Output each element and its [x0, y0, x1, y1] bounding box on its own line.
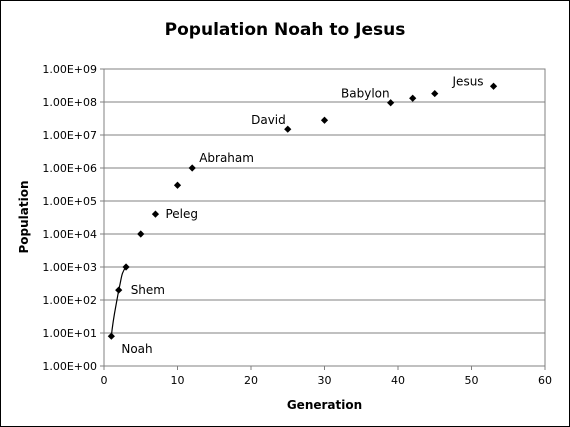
data-point-marker	[387, 99, 395, 107]
x-axis-title: Generation	[287, 398, 362, 412]
x-tick-label: 40	[391, 374, 405, 387]
point-label: Shem	[131, 283, 165, 297]
data-points	[107, 82, 498, 340]
y-tick-label: 1.00E+09	[42, 63, 97, 76]
data-point-marker	[115, 286, 123, 294]
gridlines	[104, 101, 545, 334]
chart-title: Population Noah to Jesus	[165, 20, 406, 40]
y-axis-title: Population	[17, 180, 31, 253]
point-label: Noah	[121, 342, 152, 356]
x-axis-ticks: 0 10 20 30 40 50 60	[101, 366, 552, 387]
data-point-marker	[431, 89, 439, 98]
x-tick-label: 20	[244, 374, 258, 387]
x-tick-label: 60	[538, 374, 552, 387]
y-tick-label: 1.00E+05	[42, 195, 97, 208]
data-point-marker	[489, 82, 498, 90]
x-tick-label: 30	[318, 374, 332, 387]
data-point-marker	[122, 263, 130, 271]
data-point-marker	[107, 332, 115, 340]
y-tick-label: 1.00E+03	[42, 261, 97, 274]
point-label: David	[251, 113, 286, 127]
point-labels: Noah Shem Peleg Abraham David Babylon Jesus	[121, 74, 483, 356]
data-point-marker	[137, 230, 145, 238]
data-point-marker	[173, 181, 182, 189]
y-tick-label: 1.00E+08	[42, 96, 97, 109]
y-tick-label: 1.00E+02	[42, 294, 97, 307]
data-point-marker	[188, 164, 196, 172]
data-point-marker	[284, 125, 292, 133]
x-tick-label: 10	[171, 374, 185, 387]
y-tick-label: 1.00E+00	[42, 360, 97, 373]
data-point-marker	[409, 94, 417, 102]
y-tick-label: 1.00E+07	[42, 129, 97, 142]
y-axis-ticks: 1.00E+00 1.00E+01 1.00E+02 1.00E+03 1.00E+04…	[42, 63, 104, 373]
point-label: Babylon	[341, 87, 390, 101]
point-label: Jesus	[452, 74, 484, 88]
data-point-marker	[151, 210, 160, 218]
y-tick-label: 1.00E+04	[42, 228, 97, 241]
y-tick-label: 1.00E+01	[42, 327, 97, 340]
data-point-marker	[320, 116, 329, 124]
point-label: Abraham	[199, 151, 254, 165]
point-label: Peleg	[165, 207, 198, 221]
x-tick-label: 50	[465, 374, 479, 387]
x-tick-label: 0	[101, 374, 108, 387]
y-tick-label: 1.00E+06	[42, 162, 97, 175]
